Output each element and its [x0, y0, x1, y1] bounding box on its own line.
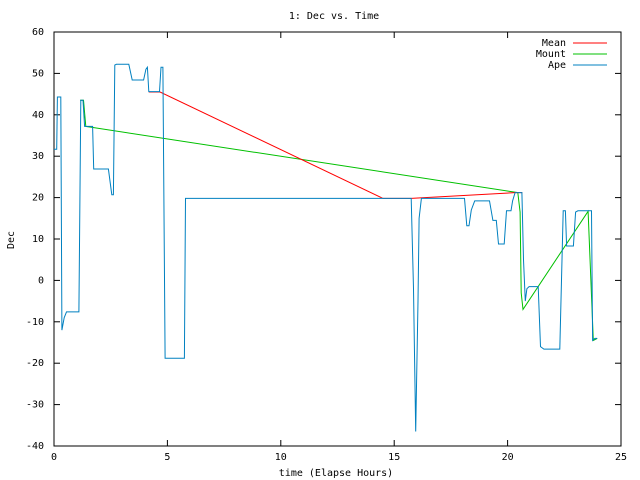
- chart-title: 1: Dec vs. Time: [289, 11, 379, 22]
- legend-label-mount: Mount: [536, 49, 566, 60]
- x-tick-label: 25: [615, 452, 627, 463]
- axis-ticks: 0 5 10 15 20 25 -40 -30 -20 -10 0 10 20 30 40 50 60: [26, 27, 627, 463]
- series-line-mount: [80, 99, 598, 342]
- y-axis-label: Dec: [6, 231, 17, 249]
- y-tick-label: 40: [32, 110, 44, 121]
- x-axis-label: time (Elapse Hours): [279, 468, 393, 479]
- y-tick-label: -20: [26, 358, 44, 369]
- x-tick-label: 5: [164, 452, 170, 463]
- series-lines: [54, 63, 598, 432]
- y-tick-label: 60: [32, 27, 44, 38]
- y-tick-label: 10: [32, 234, 44, 245]
- y-tick-label: -10: [26, 317, 44, 328]
- x-tick-label: 15: [388, 452, 400, 463]
- y-tick-label: -40: [26, 441, 44, 452]
- series-line-mean: [148, 91, 523, 199]
- x-tick-label: 10: [275, 452, 287, 463]
- legend-label-ape: Ape: [548, 60, 566, 71]
- x-tick-label: 0: [51, 452, 57, 463]
- plot-frame: [53, 31, 622, 447]
- series-line-ape: [54, 63, 598, 432]
- x-tick-label: 20: [502, 452, 514, 463]
- y-tick-label: 0: [38, 275, 44, 286]
- y-tick-label: 30: [32, 151, 44, 162]
- legend-label-mean: Mean: [542, 38, 566, 49]
- y-tick-label: 50: [32, 68, 44, 79]
- y-tick-label: -30: [26, 400, 44, 411]
- y-tick-label: 20: [32, 193, 44, 204]
